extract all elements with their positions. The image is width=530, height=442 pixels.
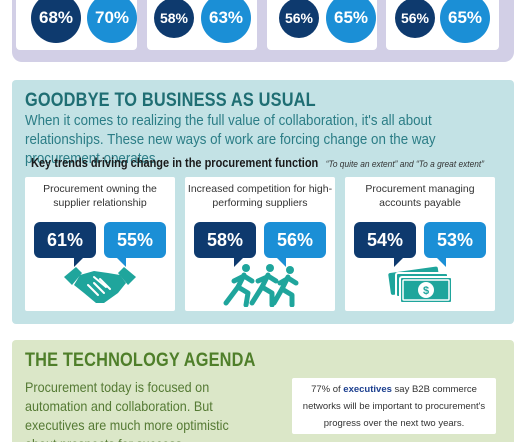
stat-quote-box: 77% of executives say B2B commerce netwo… [292,378,496,434]
stat-circle-dark: 56% [279,0,319,38]
goodbye-section: GOODBYE TO BUSINESS AS USUAL When it com… [12,80,514,324]
section-body: Procurement today is focused on automati… [25,379,229,442]
stat-circle-light: 65% [326,0,376,43]
stat-bubble-light: 53% [424,222,486,267]
trends-note: “To quite an extent” and “To a great ext… [325,159,485,170]
trend-card-accounts-payable: Procurement managing accounts payable 54… [345,177,495,311]
stat-circle-dark: 58% [154,0,194,38]
previous-stats-band: 68% 70% 58% 63% 56% 65% 56% 65% [12,0,514,62]
svg-text:$: $ [423,285,429,297]
section-title: GOODBYE TO BUSINESS AS USUAL [25,90,316,111]
card-title: Procurement managing accounts payable [365,183,475,209]
stat-bubble-dark: 54% [354,222,416,267]
stat-bubble-dark: 58% [194,222,256,267]
stat-card: 56% 65% [267,0,377,50]
stat-circle-light: 65% [440,0,490,43]
quote-emphasis: executives [343,384,392,395]
stat-circle-dark: 68% [31,0,81,43]
stat-circle-light: 63% [201,0,251,43]
quote-text-post: say B2B commerce networks will be import… [302,384,486,429]
stat-circle-light: 70% [87,0,137,43]
card-title: Increased competition for high-performin… [187,183,333,209]
section-body: When it comes to realizing the full valu… [25,113,436,167]
trend-card-supplier-relationship: Procurement owning the supplier relation… [25,177,175,311]
quote-text-pre: 77% of [311,384,341,395]
stat-card: 56% 65% [386,0,499,50]
trends-heading-row: Key trends driving change in the procure… [31,154,484,172]
trend-card-competition: Increased competition for high-performin… [185,177,335,311]
stat-bubble-light: 55% [104,222,166,267]
handshake-icon [64,267,136,303]
card-title: Procurement owning the supplier relation… [43,183,157,209]
stat-bubble-light: 56% [264,222,326,267]
stat-bubble-dark: 61% [34,222,96,267]
runners-icon [223,264,299,307]
money-icon: $ [388,266,453,304]
stat-card: 68% 70% [16,0,137,50]
section-title: THE TECHNOLOGY AGENDA [25,350,256,371]
trends-heading: Key trends driving change in the procure… [31,156,319,170]
technology-section: THE TECHNOLOGY AGENDA Procurement today … [12,340,514,442]
stat-circle-dark: 56% [395,0,435,38]
stat-card: 58% 63% [147,0,257,50]
